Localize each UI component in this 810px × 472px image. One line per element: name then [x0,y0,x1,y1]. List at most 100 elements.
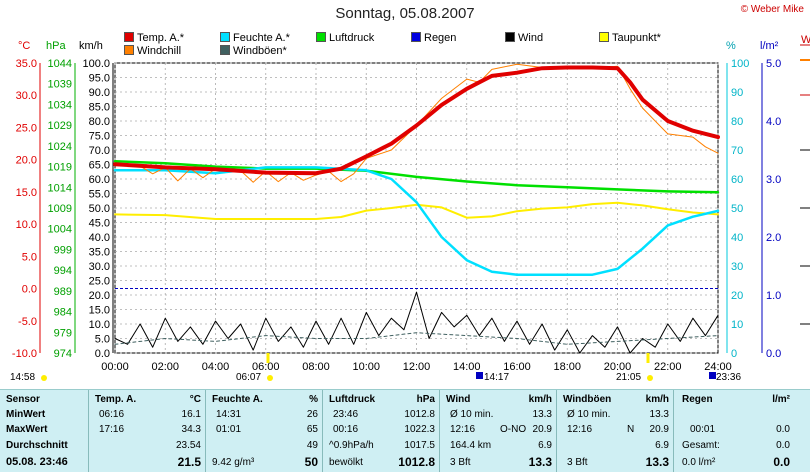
temp-tick-label: 0.0 [22,284,37,296]
legend-swatch [124,45,134,55]
stats-table: Sensor MinWert MaxWert Durchschnitt 05.0… [0,389,810,472]
wind-tick-label: 35.0 [89,247,110,259]
wind-tick-label: 90.0 [89,87,110,99]
legend-swatch [411,32,421,42]
legend-item: Wind [505,32,543,44]
humidity-tick-label: 30 [731,261,743,273]
series-line-feuchte-a [113,166,720,276]
sunrise-icon [267,375,273,381]
rain-tick-label: 5.0 [766,58,781,70]
pressure-tick-label: 1004 [48,224,72,236]
x-tick-label: 20:00 [604,361,632,373]
wind-tick-label: 15.0 [89,305,110,317]
legend-label: Windchill [137,45,182,57]
x-tick-label: 18:00 [553,361,581,373]
wind-tick-label: 20.0 [89,290,110,302]
pressure-tick-label: 1019 [48,162,72,174]
humidity-tick-label: 20 [731,290,743,302]
legend-label: Windböen* [233,45,287,57]
x-tick-label: 06:00 [252,361,280,373]
chart-title: Sonntag, 05.08.2007 [335,5,475,22]
humidity-tick-label: 80 [731,116,743,128]
pressure-tick-label: 989 [54,286,72,298]
moonrise-icon [476,372,483,379]
humidity-tick-label: 10 [731,319,743,331]
legend-swatch [505,32,515,42]
sun-left-icon [41,375,47,381]
wind-tick-label: 70.0 [89,145,110,157]
label-min: MinWert [6,409,46,420]
humidity-unit: % [726,40,736,52]
stats-col-pressure: Luftdruck hPa 23:46 1012.8 00:16 1022.3 … [329,394,435,469]
pressure-unit: hPa [46,40,66,52]
rain-tick-label: 0.0 [766,348,781,360]
humidity-tick-label: 0 [731,348,737,360]
rain-tick-label: 3.0 [766,174,781,186]
legend-label: Luftdruck [329,32,375,44]
legend-item: Taupunkt* [599,32,661,44]
wind-tick-label: 60.0 [89,174,110,186]
temp-tick-label: 20.0 [16,155,37,167]
weather-chart: 35.0 30.0 25.0 20.0 15.0 10.0 5.0 0.0 -5.0 -10.0 1… [12,44,810,381]
legend-label: Taupunkt* [612,32,661,44]
legend-label: Feuchte A.* [233,32,290,44]
label-max: MaxWert [6,424,48,435]
temp-tick-label: -5.0 [18,316,37,328]
wind-tick-label: 55.0 [89,189,110,201]
legend-swatch [220,32,230,42]
legend-item: Windböen* [220,45,287,57]
wind-tick-label: 5.0 [95,334,110,346]
wind-tick-label: 95.0 [89,73,110,85]
pressure-tick-label: 984 [54,307,72,319]
series-line-windb-en [114,332,719,345]
sun-left-time: 14:58 [10,372,36,383]
x-tick-label: 02:00 [151,361,179,373]
stats-col-humidity: Feuchte A. % 14:31 26 01:01 65 49 9.42 g… [212,394,318,469]
wind-tick-label: 10.0 [89,319,110,331]
x-tick-label: 10:00 [352,361,380,373]
pressure-tick-label: 1034 [48,99,72,111]
pressure-tick-label: 1039 [48,79,72,91]
label-avg: Durchschnitt [6,440,68,451]
temp-tick-label: 35.0 [16,58,37,70]
x-tick-label: 16:00 [503,361,531,373]
sunset-time: 21:05 [616,372,642,383]
pressure-tick-label: 1014 [48,182,72,194]
legend-swatch [316,32,326,42]
wind-tick-label: 100.0 [82,58,110,70]
wind-tick-label: 45.0 [89,218,110,230]
series-line-luftdruck [113,159,720,194]
humidity-tick-label: 40 [731,232,743,244]
rain-tick-label: 1.0 [766,290,781,302]
legend-label: Regen [424,32,457,44]
sunset-icon [647,375,653,381]
moon-time-a: 14:17 [484,372,510,383]
wind-tick-label: 30.0 [89,261,110,273]
temp-tick-label: 5.0 [22,251,37,263]
series-line-wind [114,291,719,354]
wind-tick-label: 65.0 [89,160,110,172]
pressure-tick-label: 1024 [48,141,72,153]
x-tick-label: 08:00 [302,361,330,373]
humidity-tick-label: 100 [731,58,749,70]
legend-label: Wind [518,32,544,44]
legend-item: Feuchte A.* [220,32,290,44]
humidity-tick-label: 50 [731,203,743,215]
humidity-tick-label: 90 [731,87,743,99]
stats-col-wind: Wind km/h Ø 10 min. 13.3 12:16 O-NO 20.9… [446,394,552,469]
pressure-tick-label: 994 [54,265,72,277]
legend-item: Regen [411,32,456,44]
cut-unit: W [801,34,810,46]
pressure-tick-label: 1009 [48,203,72,215]
series-line-taupunkt [114,201,719,220]
stats-col-gusts: Windböen km/h Ø 10 min. 13.3 12:16 N 20.… [563,394,669,469]
moonset-icon [709,372,716,379]
humidity-tick-label: 70 [731,145,743,157]
stats-col-rain: Regen l/m² 00:01 0.0 Gesamt: 0.0 0.0 l/m… [682,394,790,469]
pressure-tick-label: 979 [54,327,72,339]
temp-tick-label: -10.0 [12,348,37,360]
copyright-label: © Weber Mike [740,4,804,15]
legend-item: Temp. A.* [124,32,184,44]
moon-time-b: 23:36 [716,372,742,383]
wind-tick-label: 25.0 [89,276,110,288]
